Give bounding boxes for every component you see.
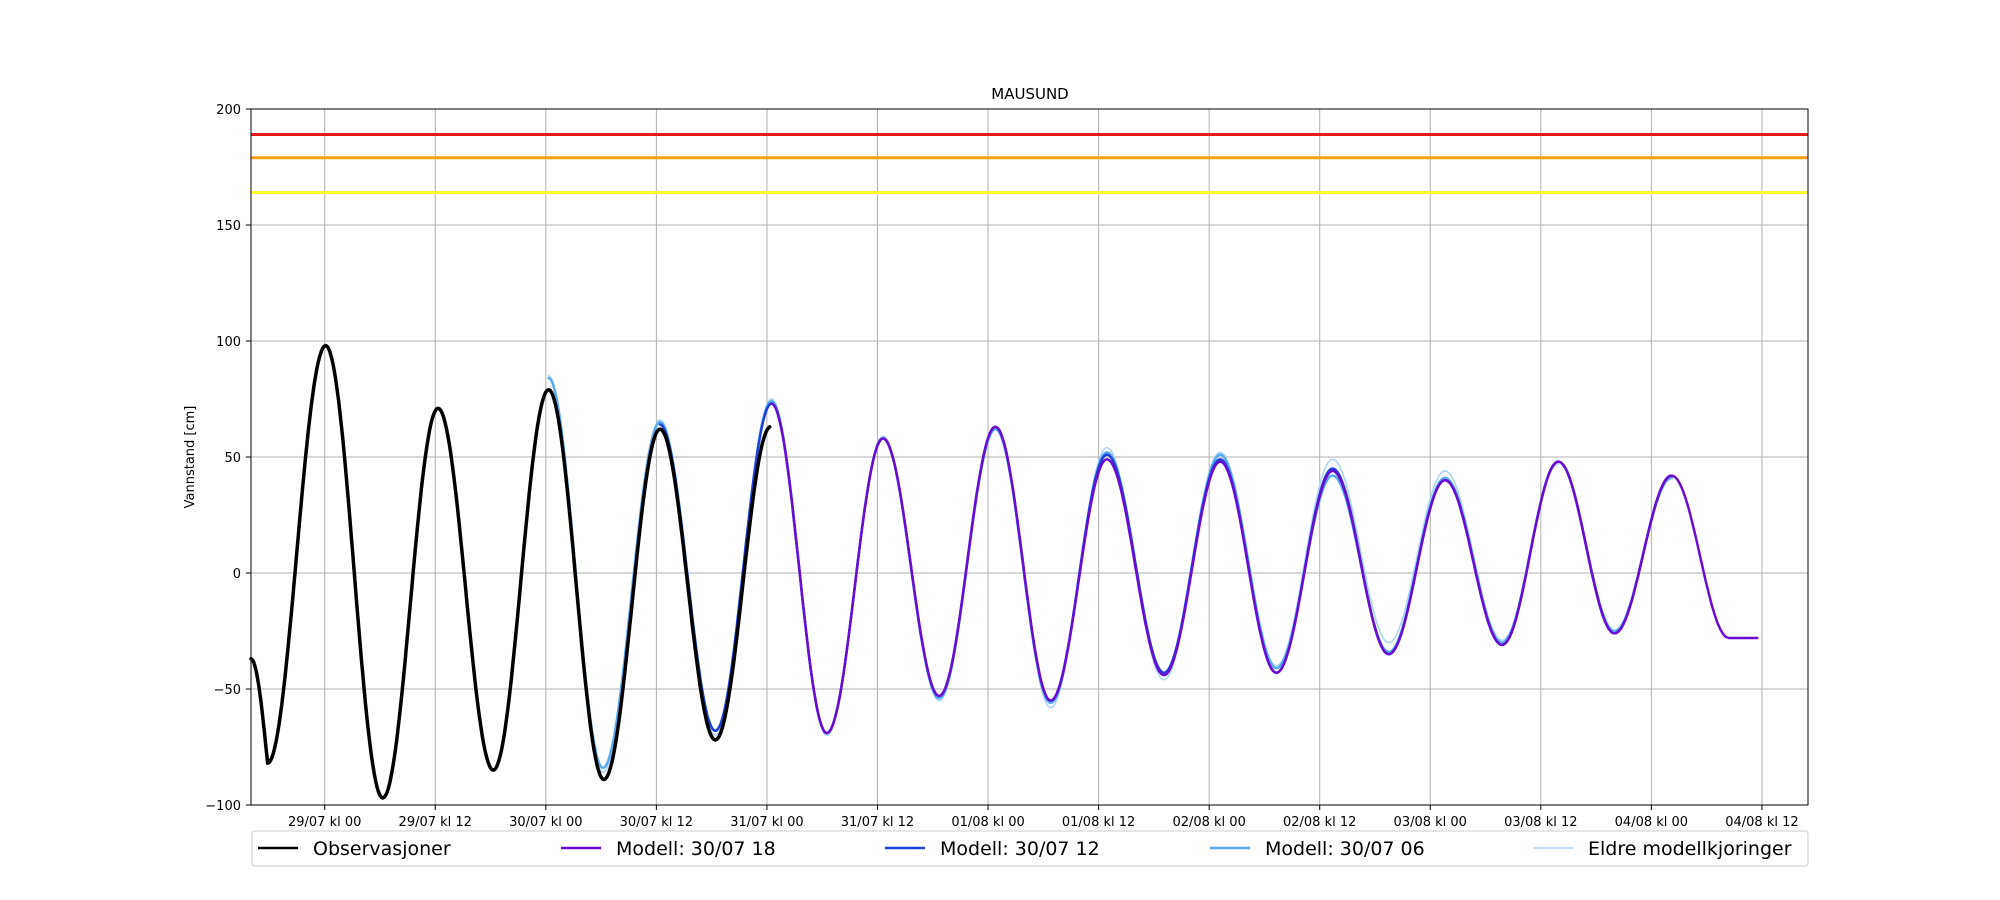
x-tick-label: 01/08 kl 12 bbox=[1062, 815, 1135, 830]
x-tick-label: 04/08 kl 00 bbox=[1615, 815, 1688, 830]
x-tick-label: 02/08 kl 00 bbox=[1172, 815, 1245, 830]
x-axis: 29/07 kl 00 29/07 kl 12 30/07 kl 00 30/07 k… bbox=[288, 805, 1799, 830]
y-tick-label: 100 bbox=[216, 335, 241, 350]
y-tick-label: 150 bbox=[216, 219, 241, 234]
series-lines bbox=[249, 343, 1759, 800]
y-tick-label: 50 bbox=[224, 451, 241, 466]
x-tick-label: 03/08 kl 00 bbox=[1394, 815, 1467, 830]
legend-label: Modell: 30/07 12 bbox=[940, 838, 1100, 860]
legend-label: Modell: 30/07 18 bbox=[616, 838, 776, 860]
y-axis: −100 −50 0 50 100 150 200 bbox=[205, 103, 251, 814]
x-tick-label: 29/07 kl 12 bbox=[399, 815, 472, 830]
legend: Observasjoner Modell: 30/07 18 Modell: 30/… bbox=[251, 830, 1809, 867]
y-axis-label: Vannstand [cm] bbox=[183, 406, 198, 509]
x-tick-label: 02/08 kl 12 bbox=[1283, 815, 1356, 830]
series-line-eldre-modellkjoringer bbox=[547, 375, 1560, 774]
x-tick-label: 30/07 kl 12 bbox=[620, 815, 693, 830]
series-line-observasjoner bbox=[249, 343, 772, 800]
x-tick-label: 30/07 kl 00 bbox=[509, 815, 582, 830]
y-tick-label: 200 bbox=[216, 103, 241, 118]
legend-box bbox=[251, 830, 1809, 867]
series-line-modell-30-07-18 bbox=[770, 402, 1759, 735]
legend-entry: Modell: 30/07 06 bbox=[1210, 838, 1425, 860]
legend-label: Eldre modellkjoringer bbox=[1588, 838, 1792, 860]
legend-label: Observasjoner bbox=[313, 838, 451, 860]
legend-entry: Eldre modellkjoringer bbox=[1533, 838, 1792, 860]
x-tick-label: 29/07 kl 00 bbox=[288, 815, 361, 830]
x-tick-label: 04/08 kl 12 bbox=[1725, 815, 1798, 830]
legend-entry: Modell: 30/07 18 bbox=[561, 838, 776, 860]
x-tick-label: 31/07 kl 00 bbox=[730, 815, 803, 830]
y-tick-label: −50 bbox=[214, 683, 241, 698]
chart-title: MAUSUND bbox=[991, 85, 1068, 103]
x-tick-label: 03/08 kl 12 bbox=[1504, 815, 1577, 830]
y-tick-label: 0 bbox=[233, 567, 241, 582]
grid bbox=[251, 108, 1808, 806]
x-tick-label: 01/08 kl 00 bbox=[951, 815, 1024, 830]
legend-label: Modell: 30/07 06 bbox=[1265, 838, 1425, 860]
x-tick-label: 31/07 kl 12 bbox=[841, 815, 914, 830]
legend-entry: Modell: 30/07 12 bbox=[885, 838, 1100, 860]
threshold-lines bbox=[251, 133, 1808, 195]
y-tick-label: −100 bbox=[205, 799, 241, 814]
legend-entry: Observasjoner bbox=[258, 838, 451, 860]
